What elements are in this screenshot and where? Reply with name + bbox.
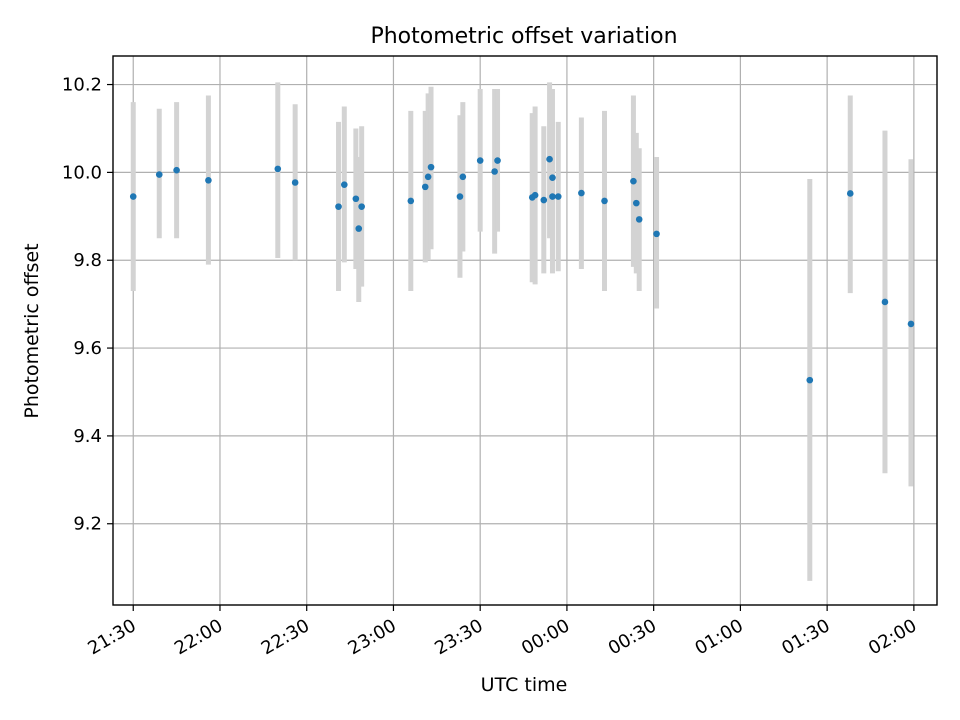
data-point bbox=[358, 203, 365, 210]
data-point bbox=[355, 225, 363, 232]
y-axis-label: Photometric offset bbox=[21, 243, 43, 418]
data-point bbox=[421, 183, 429, 191]
y-axis-ticks: 9.2 9.4 9.6 9.8 10.0 10.2 bbox=[62, 75, 113, 535]
data-point bbox=[635, 216, 643, 223]
y-tick-label: 9.6 bbox=[73, 338, 102, 359]
data-point bbox=[554, 193, 562, 200]
data-point bbox=[476, 157, 484, 164]
data-point bbox=[491, 168, 498, 175]
data-point bbox=[494, 157, 501, 164]
data-point bbox=[578, 189, 585, 197]
data-point bbox=[907, 320, 915, 328]
data-point bbox=[205, 176, 212, 184]
chart-title: Photometric offset variation bbox=[370, 24, 677, 49]
data-point bbox=[633, 199, 640, 207]
y-tick-label: 9.4 bbox=[73, 426, 102, 447]
data-point bbox=[653, 230, 660, 238]
data-point bbox=[546, 155, 553, 163]
data-point bbox=[291, 179, 299, 186]
y-tick-label: 9.8 bbox=[73, 250, 102, 271]
data-point bbox=[407, 197, 415, 205]
data-point bbox=[549, 193, 556, 200]
data-points bbox=[129, 155, 915, 384]
data-point bbox=[340, 181, 348, 188]
data-point bbox=[335, 203, 342, 210]
plot-area-frame bbox=[112, 55, 938, 606]
data-point bbox=[549, 174, 556, 181]
data-point bbox=[531, 191, 539, 199]
data-point bbox=[846, 190, 854, 197]
y-tick-label: 10.0 bbox=[62, 162, 102, 183]
y-tick-label: 10.2 bbox=[62, 75, 102, 96]
data-point bbox=[427, 163, 435, 171]
data-point bbox=[630, 177, 637, 185]
data-point bbox=[806, 376, 814, 384]
data-point bbox=[274, 165, 282, 173]
x-axis-label: UTC time bbox=[481, 674, 568, 696]
data-point bbox=[540, 196, 548, 204]
data-point bbox=[424, 173, 432, 181]
data-point bbox=[352, 195, 360, 203]
data-point bbox=[881, 298, 889, 306]
data-point bbox=[601, 197, 608, 205]
data-point bbox=[129, 193, 137, 200]
grid bbox=[113, 56, 937, 605]
y-tick-label: 9.2 bbox=[73, 514, 102, 535]
data-point bbox=[173, 166, 180, 174]
data-point bbox=[456, 193, 464, 200]
data-point bbox=[155, 171, 163, 178]
data-point bbox=[459, 173, 467, 181]
